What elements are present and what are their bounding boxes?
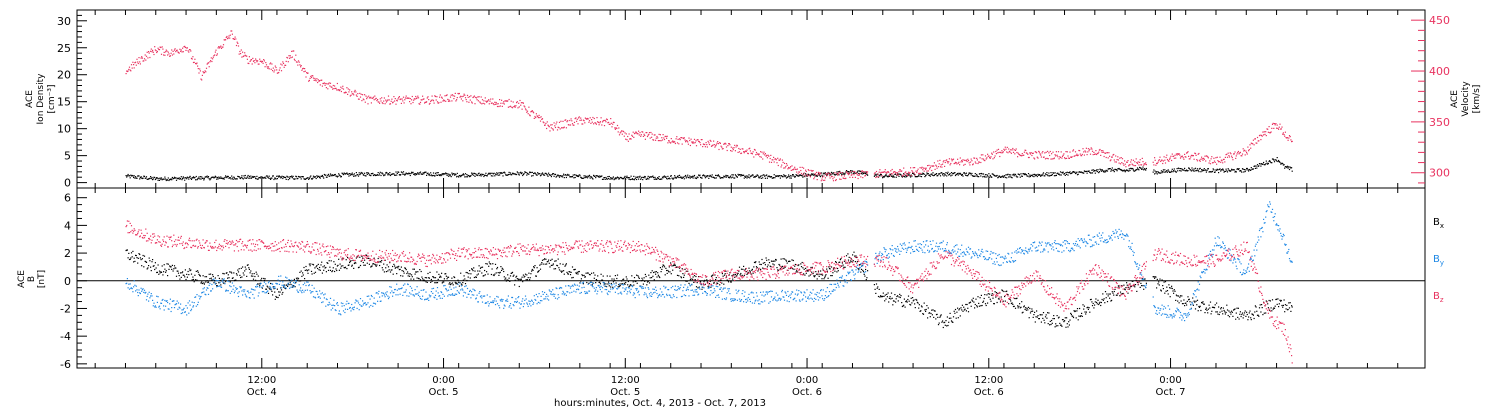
x-tick-time: 0:00	[1159, 375, 1181, 386]
bottom-ytick-label: 4	[64, 219, 71, 232]
top-left-ytick-label: 25	[57, 42, 71, 55]
top-panel-data	[125, 30, 1293, 182]
top-left-ylabel-line3: [cm⁻³]	[47, 84, 57, 113]
x-tick-time: 12:00	[974, 375, 1003, 386]
top-left-ytick-label: 30	[57, 15, 71, 28]
axes: 051015202530300350400450-6-4-2024612:00O…	[57, 10, 1450, 398]
x-tick-date: Oct. 7	[1156, 387, 1186, 398]
bottom-ytick-label: -4	[60, 330, 71, 343]
series-By	[125, 201, 1293, 322]
bottom-left-ylabel-line1: ACE	[17, 270, 27, 288]
series-Bz	[125, 220, 1293, 364]
bottom-ytick-label: 2	[64, 247, 71, 260]
top-left-ytick-label: 20	[57, 69, 71, 82]
bottom-left-ylabel-line3: [nT]	[37, 270, 47, 288]
x-tick-date: Oct. 5	[429, 387, 459, 398]
x-tick-date: Oct. 4	[247, 387, 277, 398]
bottom-panel-frame	[76, 187, 1426, 369]
top-right-ytick-label: 350	[1429, 116, 1450, 129]
bottom-ytick-label: 0	[64, 275, 71, 288]
legend-bx: Bx	[1433, 217, 1444, 230]
top-left-ylabel-line2: Ion Density	[36, 73, 46, 125]
bottom-ytick-label: 6	[64, 192, 71, 205]
x-tick-time: 0:00	[796, 375, 818, 386]
top-right-ylabel-line3: [km/s]	[1472, 85, 1482, 114]
x-tick-date: Oct. 5	[610, 387, 640, 398]
series-velocity	[125, 30, 1293, 182]
top-panel-frame	[76, 9, 1426, 189]
series-Bx	[125, 249, 1293, 329]
x-axis-title: hours:minutes, Oct. 4, 2013 - Oct. 7, 20…	[554, 398, 766, 409]
x-tick-time: 12:00	[247, 375, 276, 386]
x-tick-date: Oct. 6	[974, 387, 1004, 398]
bottom-ytick-label: -6	[60, 358, 71, 371]
top-left-ytick-label: 10	[57, 123, 71, 136]
x-tick-time: 12:00	[611, 375, 640, 386]
top-right-ylabel-line2: Velocity	[1461, 81, 1471, 117]
bottom-panel-data	[77, 201, 1425, 364]
top-right-ytick-label: 400	[1429, 65, 1450, 78]
top-right-ytick-label: 300	[1429, 167, 1450, 180]
top-left-ytick-label: 15	[57, 96, 71, 109]
x-tick-time: 0:00	[432, 375, 454, 386]
top-right-ytick-label: 450	[1429, 14, 1450, 27]
top-right-ylabel-line1: ACE	[1450, 90, 1460, 108]
x-tick-date: Oct. 6	[792, 387, 822, 398]
top-left-ylabel-line1: ACE	[25, 90, 35, 108]
series-density	[125, 157, 1293, 182]
bottom-ytick-label: -2	[60, 302, 71, 315]
bottom-left-ylabel-line2: B	[27, 276, 37, 282]
top-left-ytick-label: 5	[64, 150, 71, 163]
legend-by: By	[1433, 254, 1444, 267]
legend-bz: Bz	[1433, 291, 1444, 304]
top-left-ytick-label: 0	[64, 177, 71, 190]
